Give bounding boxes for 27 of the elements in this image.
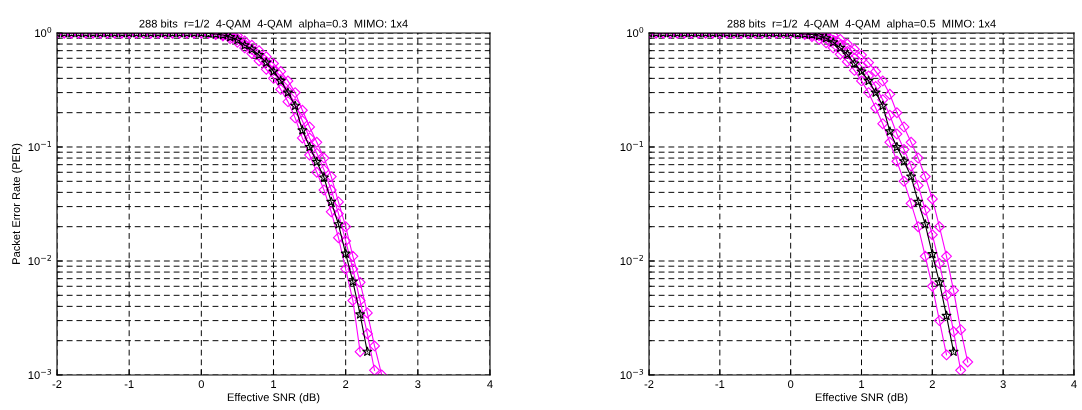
y-tick-label: 10$^{−3}$ [28,368,52,380]
x-tick-label: 4 [487,380,493,388]
x-tick-label: 0 [198,380,204,389]
y-axis-title: Packet Error Rate (PER) [11,143,23,264]
x-tick-label: 3 [1000,380,1006,389]
x-tick-label: 0 [788,380,794,389]
y-tick-label: 10$^{−1}$ [620,141,644,152]
y-tick-label: 10$^{−1}$ [28,141,52,152]
y-tick-label: 10$^{0}$ [35,26,52,38]
x-tick-label: -2 [644,380,654,388]
x-tick-label: 2 [929,380,935,388]
x-tick-label: -1 [715,380,725,388]
x-tick-label: -1 [124,380,134,388]
x-tick-label: 1 [859,380,865,388]
x-tick-label: 4 [1071,380,1077,388]
y-tick-label: 10$^{−3}$ [620,368,644,380]
y-tick-label: 10$^{0}$ [627,26,644,38]
chart-title: 288 bits r=1/2 4-QAM 4-QAM alpha=0.3 MIMO: 1x4 [139,19,408,30]
x-tick-label: -2 [52,380,62,388]
x-axis-title: Effective SNR (dB) [815,393,908,404]
y-tick-label: 10$^{−2}$ [28,254,51,266]
chart-title: 288 bits r=1/2 4-QAM 4-QAM alpha=0.5 MIMO: 1x4 [727,19,996,30]
x-tick-label: 2 [343,380,349,388]
x-tick-label: 1 [271,380,277,388]
x-axis-title: Effective SNR (dB) [227,393,320,404]
x-tick-label: 3 [415,380,421,389]
y-tick-label: 10$^{−2}$ [620,254,643,266]
